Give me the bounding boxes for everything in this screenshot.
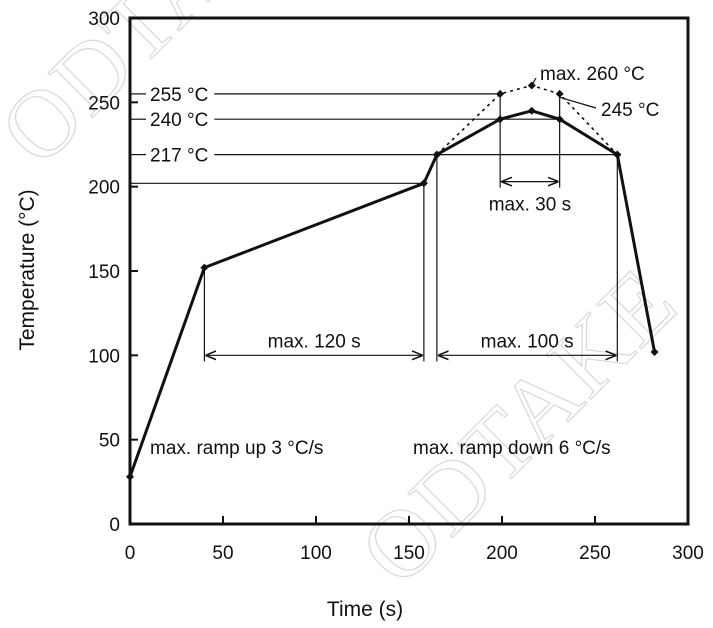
y-tick-label: 0: [109, 515, 120, 536]
x-tick-label: 250: [579, 543, 611, 564]
ramp-up-annotation: max. ramp up 3 °C/s: [150, 438, 323, 459]
profile-point: [126, 472, 134, 481]
x-tick-label: 150: [393, 543, 425, 564]
y-tick-label: 150: [88, 262, 120, 283]
x-tick-label: 100: [300, 543, 332, 564]
peak-limit-line: [436, 84, 618, 156]
x-tick-label: 0: [125, 543, 136, 564]
profile-point: [650, 347, 659, 356]
x-tick-label: 300: [672, 543, 704, 564]
label-245-leader: [559, 96, 597, 109]
interval-label: max. 30 s: [489, 195, 571, 216]
level-label: 217 °C: [150, 146, 208, 167]
x-tick-label: 200: [486, 543, 518, 564]
profile-point: [527, 106, 536, 115]
interval-markers: max. 120 s max. 100 s max. 30 s: [203, 93, 618, 362]
y-tick-label: 50: [99, 431, 120, 452]
x-tick-label: 50: [212, 543, 233, 564]
axis-ticks: 0 50 100 150 200 250 300 0 50 100 150 200 250 300: [88, 9, 704, 564]
interval-label: max. 100 s: [481, 331, 574, 352]
peak-limit-point: [527, 81, 536, 90]
y-tick-label: 250: [88, 93, 120, 114]
y-tick-label: 300: [88, 9, 120, 30]
level-label: 255 °C: [150, 85, 208, 106]
guide-lines: 255 °C 240 °C 217 °C max. 260 °C 245 °C: [130, 64, 659, 184]
interval-label: max. 120 s: [268, 331, 361, 352]
ramp-down-annotation: max. ramp down 6 °C/s: [413, 438, 611, 459]
y-tick-label: 100: [88, 346, 120, 367]
label-245: 245 °C: [601, 100, 659, 121]
level-label: 240 °C: [150, 110, 208, 131]
peak-label: max. 260 °C: [540, 64, 645, 85]
x-axis-title: Time (s): [327, 598, 403, 621]
y-axis-title: Temperature (°C): [16, 189, 39, 350]
y-tick-label: 200: [88, 178, 120, 199]
